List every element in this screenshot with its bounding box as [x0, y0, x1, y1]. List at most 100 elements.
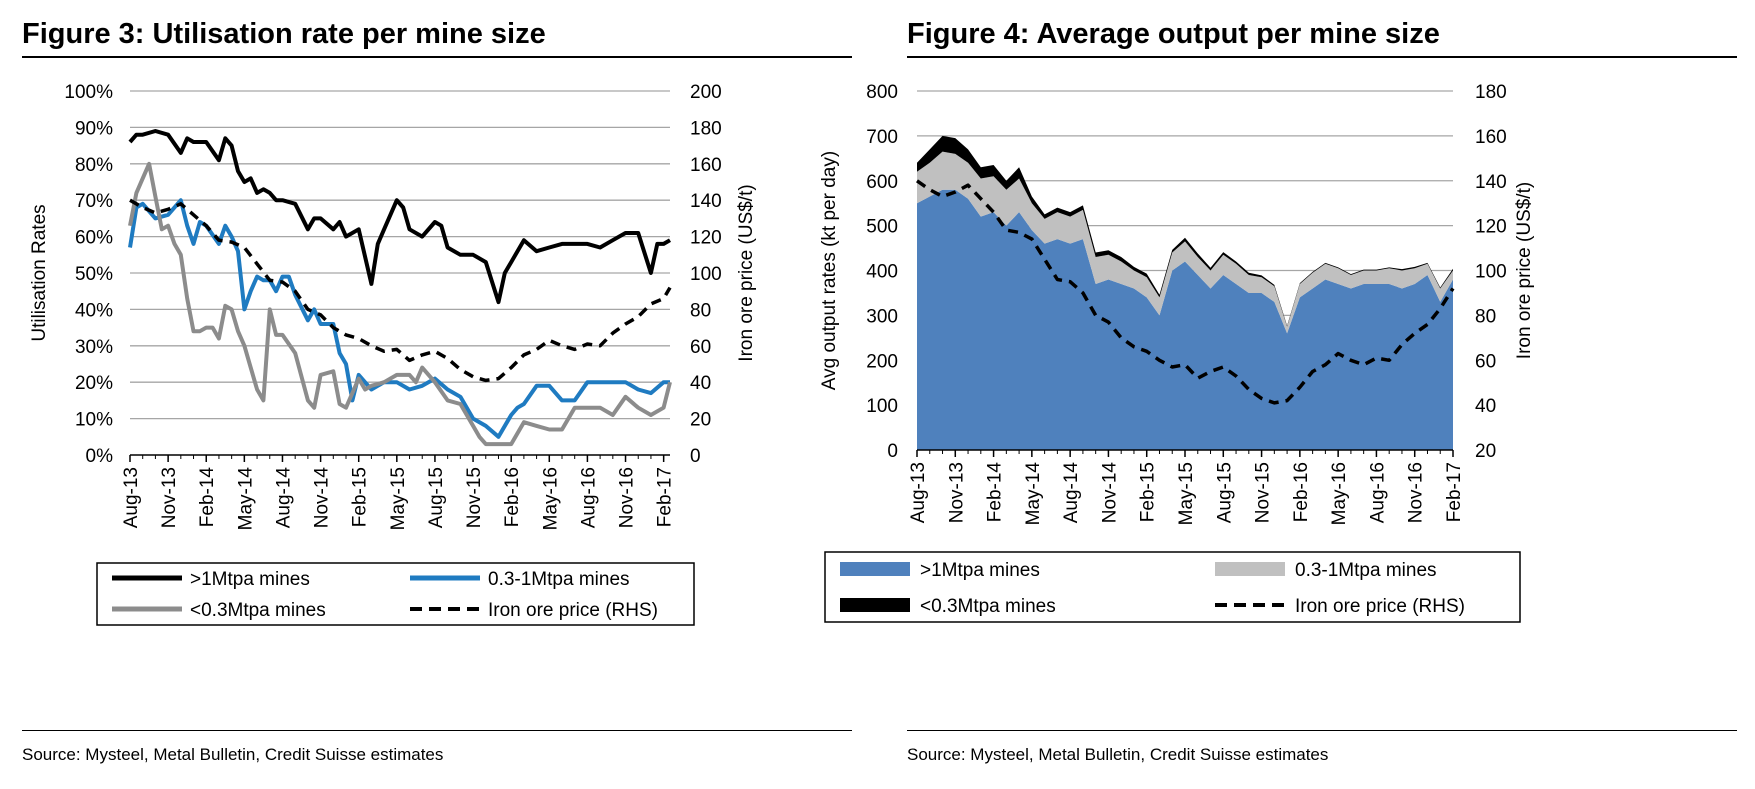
- y-tick-label: 400: [866, 262, 898, 283]
- x-tick-label: Aug-13: [908, 462, 929, 523]
- figure-4-title-rule: [907, 56, 1737, 58]
- legend-label: <0.3Mtpa mines: [920, 596, 1056, 617]
- x-tick-label: Feb-14: [197, 467, 218, 528]
- y-tick-label: 10%: [75, 410, 113, 431]
- y2-tick-label: 180: [690, 118, 722, 139]
- x-tick-label: Nov-13: [159, 467, 180, 528]
- y2-tick-label: 20: [690, 410, 711, 431]
- y2-tick-label: 40: [690, 373, 711, 394]
- y2-tick-label: 120: [1475, 217, 1507, 238]
- y2-tick-label: 100: [1475, 262, 1507, 283]
- x-tick-label: Nov-16: [617, 467, 638, 528]
- legend-swatch: [840, 598, 910, 612]
- legend-label: <0.3Mtpa mines: [190, 600, 326, 621]
- x-tick-label: Nov-14: [1099, 462, 1120, 524]
- y2-tick-label: 60: [690, 337, 711, 358]
- y-tick-label: 70%: [75, 191, 113, 212]
- y2-tick-label: 140: [1475, 172, 1507, 193]
- x-tick-label: Aug-15: [1214, 462, 1235, 523]
- x-tick-label: Feb-17: [1444, 462, 1465, 522]
- line--1mtpa-mines: [128, 129, 672, 305]
- legend-label: Iron ore price (RHS): [1295, 596, 1465, 617]
- legend-label: >1Mtpa mines: [190, 569, 310, 590]
- x-tick-label: Feb-14: [985, 462, 1006, 523]
- area-0-3-1mtpa-mines: [917, 151, 1453, 334]
- area--1mtpa-mines: [917, 189, 1453, 450]
- figure-3-title-rule: [22, 56, 852, 58]
- figure-3-title: Figure 3: Utilisation rate per mine size: [22, 18, 546, 50]
- y-tick-label: 700: [866, 127, 898, 148]
- x-tick-label: May-16: [540, 467, 561, 530]
- legend-box: [96, 562, 695, 626]
- figure-4-panel: Figure 4: Average output per mine size 0…: [819, 0, 1755, 789]
- y2-tick-label: 20: [1475, 441, 1496, 462]
- y2-tick-label: 60: [1475, 351, 1496, 372]
- y2-tick-label: 200: [690, 82, 722, 103]
- figure-3-panel: Figure 3: Utilisation rate per mine size…: [0, 0, 870, 789]
- line--0-3mtpa-mines: [128, 161, 672, 447]
- x-tick-label: Feb-15: [350, 467, 371, 527]
- x-tick-label: Aug-16: [1367, 462, 1388, 523]
- y2-tick-label: 80: [690, 300, 711, 321]
- x-tick-label: Nov-16: [1406, 462, 1427, 523]
- legend-label: Iron ore price (RHS): [488, 600, 658, 621]
- y-tick-label: 600: [866, 172, 898, 193]
- y-tick-label: 100%: [64, 82, 113, 103]
- y2-axis-title: Iron ore price (US$/t): [736, 184, 757, 361]
- x-tick-label: Aug-14: [1061, 462, 1082, 524]
- x-tick-label: May-14: [1023, 462, 1044, 526]
- figure-4-title: Figure 4: Average output per mine size: [907, 18, 1440, 50]
- y-tick-label: 300: [866, 306, 898, 327]
- area--0-3mtpa-mines: [917, 135, 1453, 327]
- y-tick-label: 50%: [75, 264, 113, 285]
- line-iron-ore-price-rhs-: [129, 198, 672, 383]
- y2-tick-label: 180: [1475, 82, 1507, 103]
- y2-tick-label: 160: [1475, 127, 1507, 148]
- y-tick-label: 90%: [75, 118, 113, 139]
- legend-label: >1Mtpa mines: [920, 560, 1040, 581]
- x-tick-label: Nov-14: [312, 467, 333, 529]
- legend-swatch: [840, 562, 910, 576]
- x-tick-label: Nov-15: [464, 467, 485, 528]
- x-tick-label: May-15: [388, 467, 409, 530]
- legend-box: [824, 551, 1521, 623]
- y-tick-label: 100: [866, 396, 898, 417]
- figure-3-source: Source: Mysteel, Metal Bulletin, Credit …: [22, 745, 444, 764]
- x-tick-label: Feb-17: [655, 467, 676, 527]
- figure-3-bottom-rule: [22, 730, 852, 731]
- x-tick-label: Aug-15: [426, 467, 447, 528]
- figure-4-plot-group: 0 100 200 300 400 500 600 700 800 20 40 60 80 100 120 1…: [819, 82, 1535, 623]
- figure-3-chart: 0% 10% 20% 30% 40% 50% 60% 70% 80% 90% 100% 0 20 40 60…: [29, 82, 757, 626]
- x-tick-label: Nov-13: [946, 462, 967, 523]
- y-tick-label: 60%: [75, 228, 113, 249]
- x-tick-label: Aug-13: [121, 467, 142, 528]
- y2-tick-label: 140: [690, 191, 722, 212]
- y-tick-label: 40%: [75, 300, 113, 321]
- x-tick-label: May-14: [235, 467, 256, 531]
- x-tick-label: Aug-16: [578, 467, 599, 528]
- line-0-3-1mtpa-mines: [128, 198, 670, 439]
- figure-4-source: Source: Mysteel, Metal Bulletin, Credit …: [907, 745, 1329, 764]
- figure-4-chart: 0 100 200 300 400 500 600 700 800 20 40 60 80 100 120 1…: [819, 82, 1535, 623]
- y2-tick-label: 100: [690, 264, 722, 285]
- y-tick-label: 0: [887, 441, 898, 462]
- y-tick-label: 800: [866, 82, 898, 103]
- legend-swatch: [1215, 562, 1285, 576]
- y2-tick-label: 160: [690, 155, 722, 176]
- legend-label: 0.3-1Mtpa mines: [488, 569, 630, 590]
- y-tick-label: 20%: [75, 373, 113, 394]
- x-tick-label: May-15: [1176, 462, 1197, 525]
- y2-tick-label: 80: [1475, 306, 1496, 327]
- x-tick-label: Feb-16: [502, 467, 523, 527]
- y-axis-title: Utilisation Rates: [29, 204, 50, 341]
- y-tick-label: 500: [866, 217, 898, 238]
- y2-tick-label: 120: [690, 228, 722, 249]
- y2-tick-label: 0: [690, 446, 701, 467]
- legend-label: 0.3-1Mtpa mines: [1295, 560, 1437, 581]
- x-tick-label: Aug-14: [273, 467, 294, 529]
- x-tick-label: Feb-15: [1138, 462, 1159, 522]
- x-tick-label: May-16: [1329, 462, 1350, 525]
- y-tick-label: 30%: [75, 337, 113, 358]
- figure-4-bottom-rule: [907, 730, 1737, 731]
- y-tick-label: 80%: [75, 155, 113, 176]
